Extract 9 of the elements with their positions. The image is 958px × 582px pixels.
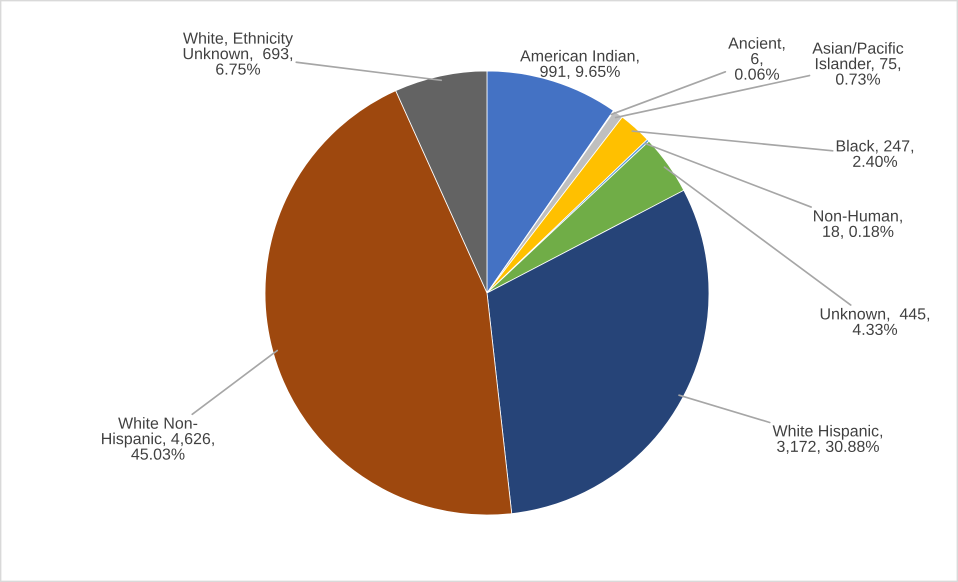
slice-label: American Indian, 991, 9.65% — [520, 50, 638, 79]
slice-label: Unknown, 445, 4.33% — [820, 308, 930, 336]
slice-label: White, Ethnicity Unknown, 693, 6.75% — [183, 32, 294, 75]
slice-label: White Non- Hispanic, 4,626, 45.03% — [102, 417, 214, 460]
slice-label: Non-Human, 18, 0.18% — [814, 210, 902, 239]
slice-label: Ancient, 6, 0.06% — [728, 37, 784, 80]
slice-label: White Hispanic, 3,172, 30.88% — [772, 424, 882, 454]
slice-label: Black, 247, 2.40% — [836, 140, 914, 168]
slice-label: Asian/Pacific Islander, 75, 0.73% — [812, 42, 904, 85]
